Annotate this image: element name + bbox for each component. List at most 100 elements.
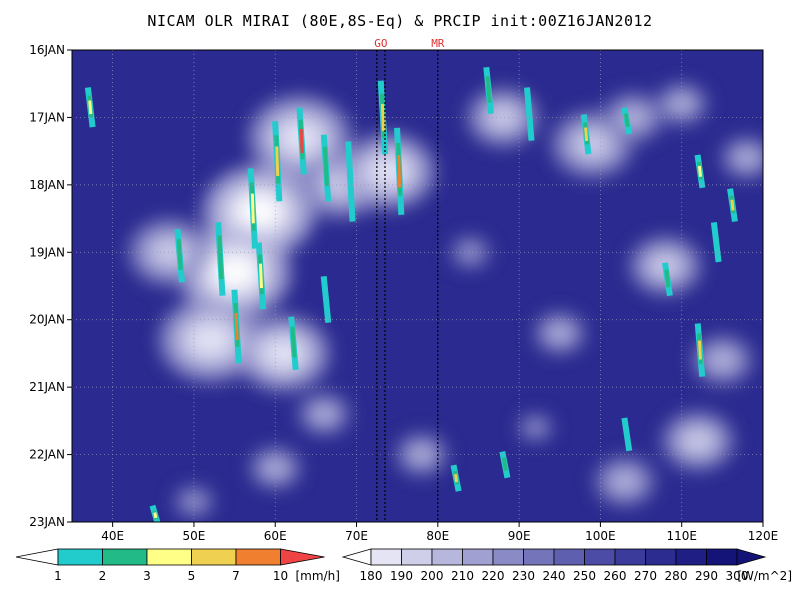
olr-patch-core <box>412 447 431 462</box>
olr-colorbar-box <box>370 548 402 566</box>
precip-streak-mid <box>623 113 630 128</box>
olr-patch-core <box>613 473 636 490</box>
precip-colorbar-box <box>146 548 192 566</box>
precip-colorbar-label: 10 <box>273 569 288 583</box>
olr-colorbar-label: 200 <box>421 569 444 583</box>
olr-colorbar-box <box>431 548 463 566</box>
precip-streak-mid <box>323 146 330 187</box>
olr-colorbar-box <box>614 548 646 566</box>
precip-streak-core <box>275 146 280 177</box>
precip-streak-base <box>320 275 332 323</box>
y-tick-label: 19JAN <box>29 245 65 259</box>
precip-streak-mid <box>664 269 671 288</box>
olr-colorbar-label: 210 <box>451 569 474 583</box>
olr-colorbar-lower-triangle <box>341 548 372 566</box>
precip-streak-core <box>697 340 702 360</box>
olr-colorbar-box <box>553 548 585 566</box>
y-tick-label: 16JAN <box>29 43 65 57</box>
olr-colorbar-label: 190 <box>390 569 413 583</box>
precip-streak-core <box>153 512 158 519</box>
precip-streak-mid <box>501 457 508 472</box>
olr-colorbar-label: 180 <box>360 569 383 583</box>
axes: 40E 50E 60E 70E 80E 90E 100E 110E 120E 16JAN 17JAN… <box>29 43 778 543</box>
precip-colorbar-label: 7 <box>232 569 240 583</box>
precip-colorbar-box <box>191 548 237 566</box>
olr-colorbar-box <box>706 548 738 566</box>
precip-streak-base <box>710 221 722 263</box>
x-tick-label: 100E <box>585 529 616 543</box>
precip-streak-mid <box>176 239 183 270</box>
olr-colorbar-label: 280 <box>665 569 688 583</box>
olr-patch-core <box>462 246 478 258</box>
precip-streak-core <box>234 312 239 340</box>
olr-patch-core <box>265 461 285 476</box>
marker-label: MR <box>431 37 445 50</box>
chart-title: NICAM OLR MIRAI (80E,8S-Eq) & PRCIP init… <box>147 12 653 30</box>
precip-streak-core <box>250 193 255 224</box>
precip-colorbar-box <box>235 548 281 566</box>
olr-patch-core <box>314 407 334 422</box>
precip-streak-core <box>397 155 402 188</box>
y-tick-label: 22JAN <box>29 448 65 462</box>
y-tick-label: 20JAN <box>29 313 65 327</box>
olr-patch-core <box>737 150 757 165</box>
precip-colorbar-box <box>102 548 148 566</box>
x-tick-label: 90E <box>508 529 531 543</box>
y-tick-label: 17JAN <box>29 110 65 124</box>
y-tick-label: 18JAN <box>29 178 65 192</box>
precip-streak-core <box>299 128 304 154</box>
y-tick-label: 21JAN <box>29 380 65 394</box>
precip-streak-mid <box>485 76 492 103</box>
olr-patch-core <box>528 422 543 433</box>
station-markers: GO MR <box>374 37 445 522</box>
olr-patch-core <box>191 326 229 354</box>
olr-colorbar-box <box>645 548 677 566</box>
x-tick-label: 40E <box>101 529 124 543</box>
olr-patch-core <box>238 196 280 227</box>
olr-colorbar-box <box>492 548 524 566</box>
precip-streak-base <box>345 141 356 222</box>
marker-label: GO <box>374 37 387 50</box>
olr-colorbar-box <box>462 548 494 566</box>
precip-colorbar-label: 5 <box>188 569 196 583</box>
olr-colorbar-label: 300 <box>726 569 749 583</box>
olr-patch-core <box>672 96 692 111</box>
precip-streak-base <box>621 417 633 452</box>
olr-patch-core <box>550 326 570 341</box>
x-tick-label: 80E <box>426 529 449 543</box>
precip-field <box>84 66 738 522</box>
x-tick-label: 60E <box>264 529 287 543</box>
precip-streak-base <box>524 87 535 141</box>
olr-colorbar-upper-triangle <box>736 548 767 566</box>
precip-colorbar-lower-triangle <box>15 548 59 566</box>
olr-colorbar-label: 270 <box>634 569 657 583</box>
precip-colorbar-upper-triangle <box>280 548 325 566</box>
olr-patch-core <box>489 107 516 128</box>
x-tick-label: 120E <box>748 529 779 543</box>
precip-streak-core <box>380 103 385 131</box>
olr-colorbar-box <box>675 548 707 566</box>
precip-colorbar-unit: [mm/h] <box>296 569 340 583</box>
y-tick-label: 23JAN <box>29 515 65 529</box>
colorbars: 1 2 3 5 7 10 [mm/h] 180 190 200 210 220 230 240 250 260… <box>15 548 792 583</box>
olr-patch-core <box>186 496 202 508</box>
olr-colorbar-label: 290 <box>695 569 718 583</box>
plot-frame <box>71 49 764 523</box>
olr-colorbar-box <box>523 548 555 566</box>
precip-colorbar-label: 3 <box>143 569 151 583</box>
x-tick-label: 110E <box>666 529 697 543</box>
precip-colorbar-box <box>57 548 103 566</box>
x-tick-label: 70E <box>345 529 368 543</box>
precip-streak-core <box>454 473 459 483</box>
olr-patch-core <box>684 431 711 451</box>
olr-patch-core <box>711 351 734 369</box>
olr-colorbar-unit: [W/m^2] <box>737 569 792 583</box>
olr-colorbar-box <box>401 548 433 566</box>
olr-colorbar-label: 230 <box>512 569 535 583</box>
precip-streak-mid <box>290 326 297 358</box>
precip-streak-core <box>697 165 702 177</box>
olr-colorbar-label: 260 <box>604 569 627 583</box>
olr-colorbar-label: 240 <box>543 569 566 583</box>
olr-colorbar-label: 220 <box>482 569 505 583</box>
